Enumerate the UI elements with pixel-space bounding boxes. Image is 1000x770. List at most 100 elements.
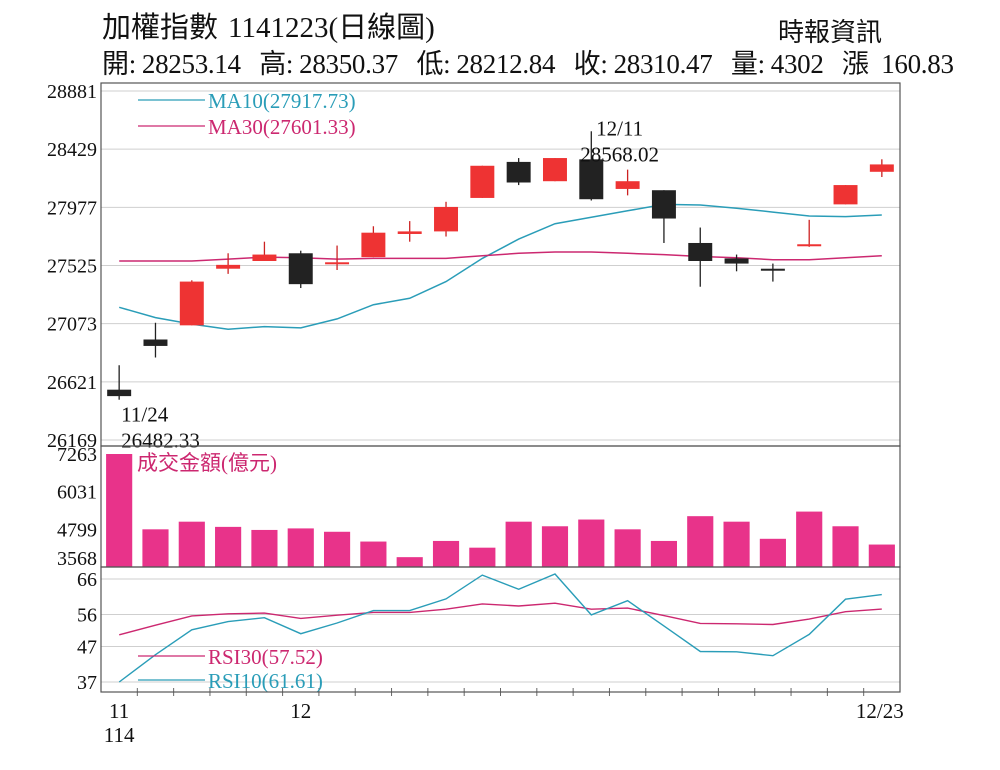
low-annotation-date: 11/24	[121, 403, 169, 427]
price-tick-label: 27525	[47, 256, 97, 278]
candle	[615, 169, 640, 196]
volume-bar	[323, 531, 351, 567]
candle-body	[361, 232, 386, 258]
date-code: 1141223(日線圖)	[228, 12, 435, 44]
candle-body	[833, 185, 858, 205]
high-annotation-value: 28568.02	[580, 143, 659, 167]
price-legend-label: MA30(27601.33)	[208, 115, 356, 139]
volume-tick-label: 6031	[57, 482, 97, 504]
candle-body	[579, 159, 604, 200]
ohlc-open: 開: 28253.14	[102, 49, 241, 79]
price-legend-label: MA10(27917.73)	[208, 89, 356, 113]
candle	[288, 250, 313, 289]
volume-bar	[360, 541, 387, 567]
data-source: 時報資訊	[778, 18, 883, 47]
candle	[470, 165, 495, 198]
x-axis-label: 12/23	[856, 699, 904, 723]
candle	[651, 190, 676, 243]
rsi-tick-label: 66	[77, 569, 97, 591]
candle-body	[470, 165, 495, 198]
candle-body	[216, 264, 241, 269]
ohlc-summary: 開: 28253.14 高: 28350.37 低: 28212.84 收: 28310…	[102, 42, 966, 81]
candle-body	[325, 262, 350, 265]
volume-bar	[106, 454, 133, 567]
low-annotation-value: 26482.33	[121, 429, 200, 453]
candle	[361, 226, 386, 258]
x-axis-label: 12	[290, 699, 311, 723]
volume-bar	[432, 540, 460, 567]
candle-body	[760, 268, 785, 271]
ohlc-low: 低: 28212.84	[416, 49, 556, 79]
candle	[434, 201, 459, 237]
candle	[143, 322, 168, 358]
volume-bar	[541, 526, 569, 567]
volume-bar	[687, 516, 714, 567]
price-tick-label: 26621	[47, 372, 97, 394]
candle	[542, 158, 567, 182]
price-tick-label: 28881	[47, 81, 97, 103]
ohlc-high: 高: 28350.37	[259, 49, 398, 79]
panel-frame	[100, 566, 901, 693]
volume-bar	[178, 521, 205, 567]
candle	[760, 263, 785, 282]
volume-bar	[759, 538, 786, 567]
candle	[869, 159, 894, 177]
candle-body	[107, 389, 132, 397]
candle	[579, 131, 604, 201]
candle-body	[397, 231, 422, 234]
price-tick-label: 27977	[47, 197, 97, 219]
candle	[724, 254, 749, 272]
candle	[833, 185, 858, 205]
volume-bar	[723, 521, 750, 567]
candle-body	[869, 164, 894, 172]
volume-bar	[215, 526, 242, 567]
volume-bar	[578, 519, 605, 567]
index-name: 加權指數	[102, 12, 219, 44]
candle	[252, 241, 277, 261]
candle	[688, 227, 713, 287]
candle	[107, 365, 132, 400]
candle-body	[506, 161, 531, 183]
candle	[179, 280, 204, 326]
volume-bar	[614, 529, 641, 567]
candle-body	[651, 190, 676, 219]
volume-bar	[287, 528, 314, 567]
candle	[216, 253, 241, 274]
price-tick-label: 26169	[47, 430, 97, 452]
candle-body	[252, 254, 277, 261]
candle-body	[288, 253, 313, 285]
candle	[797, 219, 822, 247]
candle	[506, 158, 531, 186]
volume-bar	[868, 544, 895, 567]
candle-body	[179, 281, 204, 326]
volume-bar	[832, 526, 859, 567]
volume-label: 成交金額(億元)	[137, 451, 277, 475]
volume-bar	[396, 557, 423, 567]
candle	[325, 245, 350, 271]
ohlc-change: 漲 160.83	[842, 49, 954, 79]
rsi-legend-label: RSI10(61.61)	[208, 669, 323, 693]
candle-body	[688, 242, 713, 261]
x-axis-label: 11	[109, 699, 129, 723]
chart-title: 加權指數 1141223(日線圖)	[102, 4, 435, 46]
candle-body	[542, 158, 567, 182]
volume-bar	[251, 529, 278, 567]
candle-body	[143, 339, 168, 346]
volume-tick-label: 7263	[57, 444, 97, 466]
price-tick-label: 27073	[47, 314, 97, 336]
volume-bar	[650, 540, 678, 567]
price-tick-label: 28429	[47, 139, 97, 161]
rsi-tick-label: 47	[77, 636, 97, 658]
ma10-line	[118, 203, 882, 330]
ohlc-close: 收: 28310.47	[573, 49, 713, 79]
volume-bar	[505, 521, 532, 567]
volume-bar	[142, 529, 169, 567]
candle-body	[434, 206, 459, 232]
x-axis-year: 114	[104, 723, 135, 747]
ohlc-volume: 量: 4302	[730, 49, 824, 79]
high-annotation-date: 12/11	[596, 117, 643, 141]
ma30-line	[119, 251, 882, 262]
volume-tick-label: 3568	[57, 548, 97, 570]
rsi-tick-label: 56	[77, 605, 97, 627]
